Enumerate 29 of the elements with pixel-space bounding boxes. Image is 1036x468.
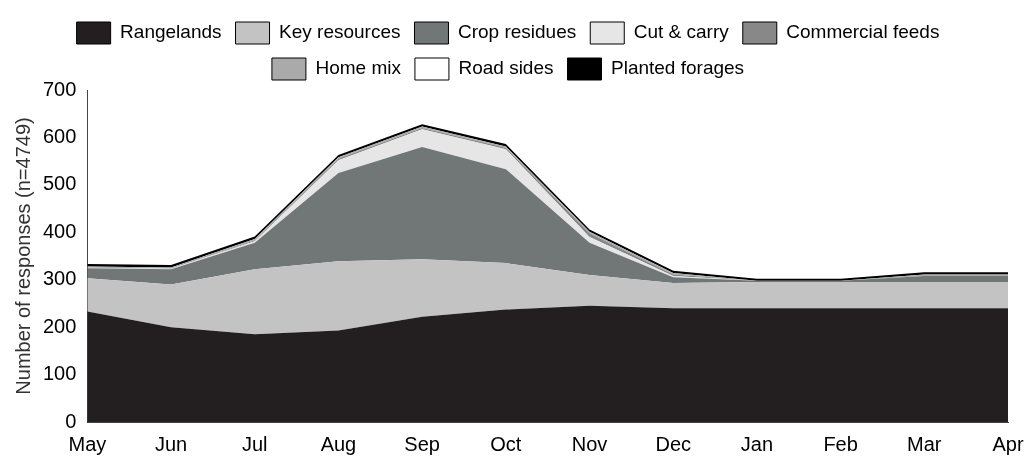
legend-label: Commercial feeds (786, 21, 940, 43)
x-tick-label: Oct (490, 432, 522, 455)
x-tick-label: Feb (823, 432, 858, 455)
y-tick-label: 100 (42, 362, 77, 385)
x-tick-label: May (68, 432, 107, 455)
y-tick-label: 700 (42, 77, 77, 100)
y-tick-label: 600 (42, 124, 77, 147)
legend-label: Home mix (315, 57, 402, 79)
legend-label: Road sides (458, 57, 554, 79)
x-tick-label: Apr (992, 432, 1024, 455)
legend-label: Key resources (279, 21, 401, 43)
y-tick-label: 300 (42, 267, 77, 290)
legend-label: Cut & carry (633, 21, 730, 43)
x-tick-label: Jan (740, 432, 774, 455)
y-axis-title: Number of responses (n=4749) (11, 117, 34, 395)
y-tick-label: 200 (42, 314, 77, 337)
y-tick-label: 500 (42, 172, 77, 195)
legend-label: Crop residues (457, 21, 577, 43)
y-tick-label: 400 (42, 219, 77, 242)
x-tick-label: Mar (907, 432, 942, 455)
legend-label: Planted forages (610, 57, 745, 79)
x-tick-label: Jun (154, 432, 188, 455)
y-tick-label: 0 (65, 409, 77, 432)
legend-label: Rangelands (120, 21, 222, 43)
x-tick-label: Jul (241, 432, 268, 455)
x-tick-label: Sep (404, 432, 440, 455)
x-tick-label: Aug (320, 432, 357, 455)
x-tick-label: Nov (571, 432, 608, 455)
x-tick-label: Dec (655, 432, 692, 455)
